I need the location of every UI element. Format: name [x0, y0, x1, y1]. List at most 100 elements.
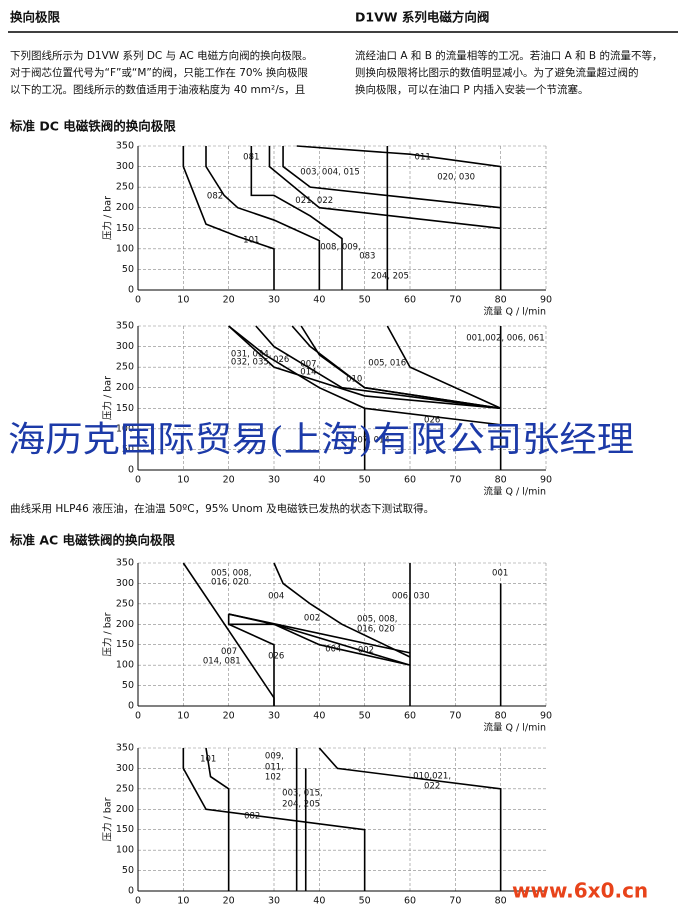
- x-tick-label: 50: [359, 295, 371, 306]
- y-tick-label: 0: [128, 465, 134, 476]
- curve: [228, 325, 501, 410]
- x-tick-label: 20: [223, 475, 235, 486]
- y-tick-label: 250: [116, 182, 134, 193]
- intro-line: 下列图线所示为 D1VW 系列 DC 与 AC 电磁方向阀的换向极限。: [10, 49, 313, 62]
- section-title: 标准 AC 电磁铁阀的换向极限: [9, 533, 176, 548]
- x-tick-label: 80: [495, 896, 507, 907]
- curve-label: 014: [300, 368, 316, 378]
- x-tick-label: 30: [268, 295, 280, 306]
- curve-label: 003, 015,: [282, 788, 323, 798]
- y-tick-label: 100: [116, 423, 134, 434]
- y-tick-label: 150: [116, 223, 134, 234]
- curve: [182, 748, 366, 891]
- y-tick-label: 150: [116, 824, 134, 835]
- curve-label: 011: [415, 153, 431, 163]
- y-tick-label: 200: [116, 804, 134, 815]
- curve-label: 001: [492, 569, 508, 579]
- curve-label: 001,002, 006, 061: [466, 333, 544, 343]
- x-axis-label: 流量 Q / l/min: [484, 722, 547, 734]
- curve: [296, 145, 502, 290]
- y-tick-label: 0: [128, 886, 134, 897]
- curve: [268, 146, 501, 230]
- curve-label: 026: [424, 415, 440, 425]
- x-tick-label: 50: [359, 896, 371, 907]
- intro-line: 流经油口 A 和 B 的流量相等的工况。若油口 A 和 B 的流量不等，: [355, 49, 662, 62]
- x-tick-label: 80: [495, 295, 507, 306]
- curve-label: 031, 034,: [231, 349, 272, 359]
- x-tick-label: 30: [268, 896, 280, 907]
- curve-label: 005, 008,: [357, 614, 398, 624]
- header-right: D1VW 系列电磁方向阀: [355, 10, 489, 25]
- curve-label: 004: [268, 592, 284, 602]
- curve-label: 002: [358, 646, 374, 656]
- curve-label: 009,: [265, 752, 284, 762]
- curve: [227, 614, 275, 706]
- curve-label: 016, 020: [357, 625, 395, 635]
- curve-label: 082: [207, 191, 223, 201]
- curve-label: 014, 081: [203, 657, 241, 667]
- x-tick-label: 60: [404, 711, 416, 722]
- x-tick-label: 70: [449, 295, 461, 306]
- x-tick-label: 90: [540, 475, 552, 486]
- x-tick-label: 0: [135, 295, 141, 306]
- x-tick-label: 40: [313, 711, 325, 722]
- curve: [255, 325, 501, 410]
- curve-label: 011,: [265, 763, 284, 773]
- curve-label: 026: [273, 355, 289, 365]
- x-tick-label: 20: [223, 896, 235, 907]
- x-tick-label: 70: [449, 896, 461, 907]
- curve-label: 007: [221, 647, 237, 657]
- curve: [300, 325, 501, 410]
- y-tick-label: 150: [116, 639, 134, 650]
- y-tick-label: 350: [116, 743, 134, 754]
- y-tick-label: 0: [128, 285, 134, 296]
- x-tick-label: 20: [223, 295, 235, 306]
- curve: [182, 146, 275, 290]
- y-tick-label: 200: [116, 202, 134, 213]
- curve-label: 022: [424, 781, 440, 791]
- curve-label: 005, 008,: [211, 569, 252, 579]
- curve: [273, 562, 411, 658]
- x-tick-label: 40: [313, 475, 325, 486]
- x-tick-label: 30: [268, 475, 280, 486]
- y-tick-label: 300: [116, 578, 134, 589]
- y-tick-label: 0: [128, 701, 134, 712]
- y-axis-label: 压力 / bar: [102, 196, 114, 240]
- x-tick-label: 90: [540, 295, 552, 306]
- y-tick-label: 350: [116, 321, 134, 332]
- header-left: 换向极限: [10, 10, 61, 25]
- curve-label: 032, 035,: [231, 357, 272, 367]
- intro-line: 则换向极限将比图示的数值明显减小。为了避免流量超过阀的: [355, 66, 639, 79]
- curve-label: 004: [325, 645, 341, 655]
- curve-label: 026: [268, 652, 284, 662]
- y-tick-label: 300: [116, 341, 134, 352]
- y-axis-label: 压力 / bar: [102, 376, 114, 420]
- curve: [250, 146, 343, 290]
- curve-label: 081: [243, 153, 259, 163]
- y-tick-label: 150: [116, 403, 134, 414]
- curve-label: 010: [346, 375, 362, 385]
- curve-label: 016, 020: [211, 578, 249, 588]
- section-title: 标准 DC 电磁铁阀的换向极限: [9, 119, 176, 134]
- y-axis-label: 压力 / bar: [102, 612, 114, 656]
- x-tick-label: 60: [404, 475, 416, 486]
- curve-label: 007,: [300, 359, 319, 369]
- x-tick-label: 10: [177, 475, 189, 486]
- x-tick-label: 80: [495, 475, 507, 486]
- curve-label: 083: [359, 251, 375, 261]
- x-tick-label: 70: [449, 711, 461, 722]
- curve: [386, 325, 501, 410]
- curve-label: 003, 004, 015: [300, 167, 359, 177]
- x-tick-label: 50: [359, 711, 371, 722]
- curve-label: 006, 030: [392, 592, 430, 602]
- curve-label: 101: [200, 755, 216, 765]
- y-tick-label: 300: [116, 161, 134, 172]
- curve-label: 101: [243, 235, 259, 245]
- watermark: 海历克国际贸易(上海)有限公司张经理: [8, 421, 634, 461]
- curve-label: 204, 205: [371, 272, 409, 282]
- curve-label: 204, 205: [282, 799, 320, 809]
- curve-label: 020, 030: [437, 172, 475, 182]
- curve-label: 102: [265, 773, 281, 783]
- x-tick-label: 60: [404, 295, 416, 306]
